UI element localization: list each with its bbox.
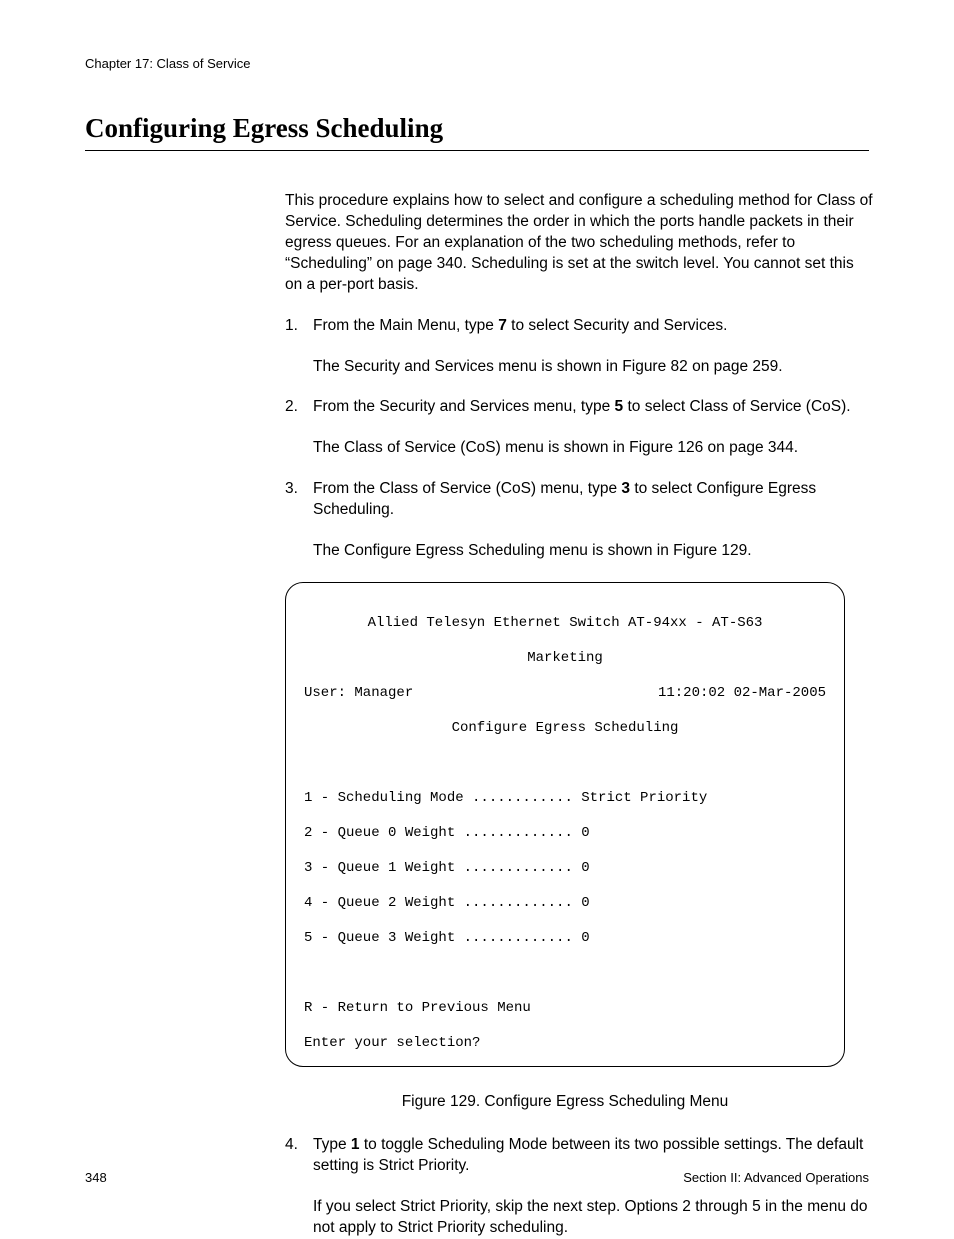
page-footer: 348 Section II: Advanced Operations: [85, 1170, 869, 1185]
terminal-blank: [304, 965, 826, 983]
text: From the Class of Service (CoS) menu, ty…: [313, 480, 621, 497]
terminal-user: User: Manager: [304, 685, 413, 703]
text: to select Security and Services.: [507, 317, 728, 334]
terminal-screen: Allied Telesyn Ethernet Switch AT-94xx -…: [285, 582, 845, 1067]
section-title: Configuring Egress Scheduling: [85, 113, 869, 151]
terminal-title: Allied Telesyn Ethernet Switch AT-94xx -…: [304, 615, 826, 633]
key-5: 5: [615, 398, 624, 415]
step-2: 2. From the Security and Services menu, …: [285, 397, 875, 418]
figure-caption: Figure 129. Configure Egress Scheduling …: [285, 1093, 845, 1111]
step-3: 3. From the Class of Service (CoS) menu,…: [285, 479, 875, 521]
page-number: 348: [85, 1170, 107, 1185]
step-number: 2.: [285, 397, 313, 418]
terminal-prompt: Enter your selection?: [304, 1035, 826, 1053]
terminal-subtitle: Marketing: [304, 650, 826, 668]
chapter-header: Chapter 17: Class of Service: [85, 56, 869, 71]
step-1: 1. From the Main Menu, type 7 to select …: [285, 316, 875, 337]
body-column: This procedure explains how to select an…: [285, 191, 875, 562]
text: From the Main Menu, type: [313, 317, 498, 334]
terminal-datetime: 11:20:02 02-Mar-2005: [658, 685, 826, 703]
terminal-option-r: R - Return to Previous Menu: [304, 1000, 826, 1018]
terminal-option-3: 3 - Queue 1 Weight ............. 0: [304, 860, 826, 878]
terminal-option-4: 4 - Queue 2 Weight ............. 0: [304, 895, 826, 913]
terminal-blank: [304, 755, 826, 773]
terminal-option-1: 1 - Scheduling Mode ............ Strict …: [304, 790, 826, 808]
key-3: 3: [621, 480, 630, 497]
terminal-menu-title: Configure Egress Scheduling: [304, 720, 826, 738]
step-3-result: The Configure Egress Scheduling menu is …: [313, 541, 875, 562]
step-number: 1.: [285, 316, 313, 337]
text: From the Security and Services menu, typ…: [313, 398, 615, 415]
terminal-option-5: 5 - Queue 3 Weight ............. 0: [304, 930, 826, 948]
body-column-lower: 4. Type 1 to toggle Scheduling Mode betw…: [285, 1135, 875, 1239]
step-1-result: The Security and Services menu is shown …: [313, 357, 875, 378]
key-1: 1: [351, 1136, 360, 1153]
step-text: From the Main Menu, type 7 to select Sec…: [313, 316, 875, 337]
text: Type: [313, 1136, 351, 1153]
step-text: From the Security and Services menu, typ…: [313, 397, 875, 418]
intro-paragraph: This procedure explains how to select an…: [285, 191, 875, 296]
step-4-note: If you select Strict Priority, skip the …: [313, 1197, 875, 1239]
key-7: 7: [498, 317, 507, 334]
terminal-option-2: 2 - Queue 0 Weight ............. 0: [304, 825, 826, 843]
step-text: From the Class of Service (CoS) menu, ty…: [313, 479, 875, 521]
text: to toggle Scheduling Mode between its tw…: [313, 1136, 863, 1174]
step-number: 3.: [285, 479, 313, 521]
step-2-result: The Class of Service (CoS) menu is shown…: [313, 438, 875, 459]
section-label: Section II: Advanced Operations: [683, 1170, 869, 1185]
page: Chapter 17: Class of Service Configuring…: [0, 0, 954, 1235]
text: to select Class of Service (CoS).: [623, 398, 850, 415]
terminal-user-row: User: Manager 11:20:02 02-Mar-2005: [304, 685, 826, 703]
